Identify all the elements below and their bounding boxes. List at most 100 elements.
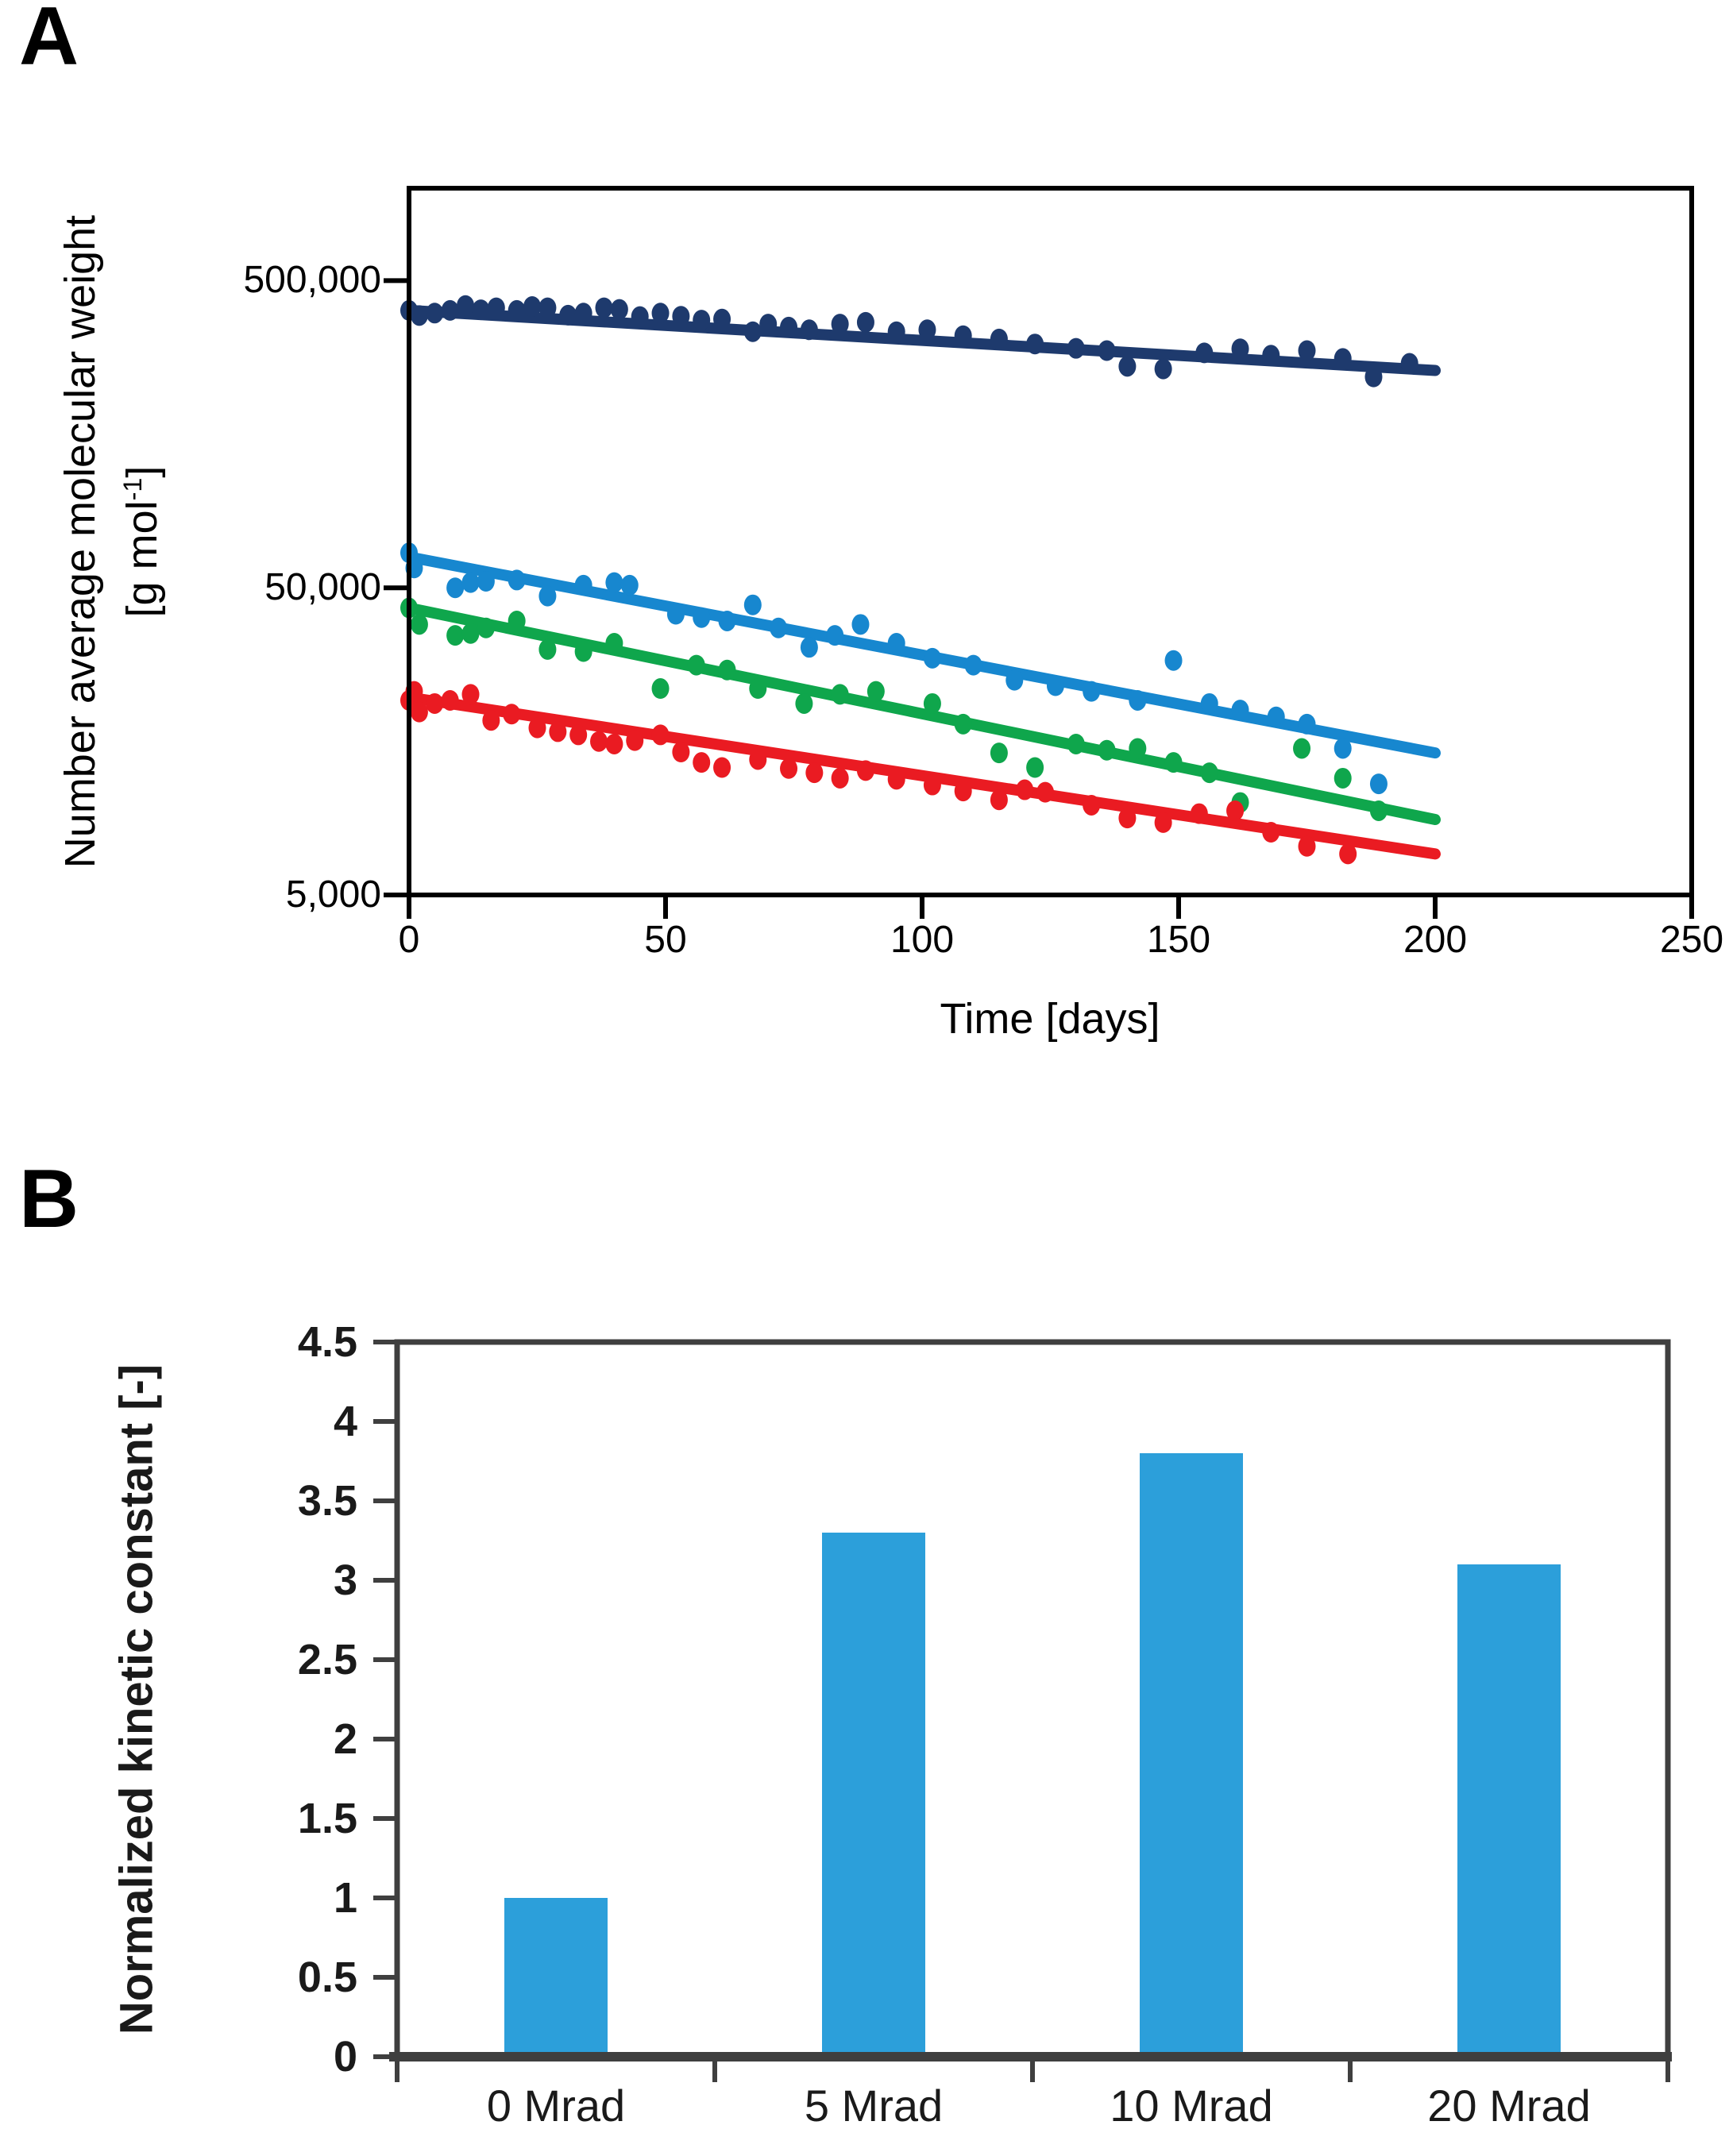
point-red-low-mw xyxy=(503,704,521,725)
point-navy-high-mw xyxy=(457,295,475,316)
point-navy-high-mw xyxy=(523,295,542,317)
panel-b-cat-20mrad: 20 Mrad xyxy=(1427,2081,1591,2131)
point-navy-high-mw xyxy=(610,299,628,320)
point-navy-high-mw xyxy=(1400,353,1418,374)
point-red-low-mw xyxy=(693,752,711,773)
point-blue-mid-mw xyxy=(800,637,818,658)
point-navy-high-mw xyxy=(831,314,849,335)
point-green-mid-mw xyxy=(1334,767,1352,789)
point-green-mid-mw xyxy=(749,678,767,700)
panel-b-ytick-1: 1 xyxy=(333,1874,357,1922)
point-red-low-mw xyxy=(461,684,480,705)
point-navy-high-mw xyxy=(1364,366,1383,388)
point-navy-high-mw xyxy=(1231,338,1249,360)
panel-a-frame xyxy=(407,186,1694,897)
bar-5-mrad xyxy=(822,1533,925,2057)
point-green-mid-mw xyxy=(1293,738,1311,759)
point-blue-mid-mw xyxy=(477,571,495,592)
point-navy-high-mw xyxy=(426,303,444,324)
point-navy-high-mw xyxy=(759,314,778,335)
point-navy-high-mw xyxy=(1262,345,1280,366)
point-blue-mid-mw xyxy=(743,594,762,615)
point-navy-high-mw xyxy=(595,297,613,318)
point-green-mid-mw xyxy=(687,654,705,676)
point-red-low-mw xyxy=(426,692,444,714)
point-navy-high-mw xyxy=(713,308,731,330)
panel-a-ytick-500000: 500,000 xyxy=(243,259,381,301)
point-navy-high-mw xyxy=(631,306,649,327)
point-navy-high-mw xyxy=(410,305,428,326)
point-blue-mid-mw xyxy=(1369,773,1388,795)
point-red-low-mw xyxy=(954,781,972,802)
point-red-low-mw xyxy=(441,689,459,711)
panel-b-cat-0mrad: 0 Mrad xyxy=(486,2081,626,2131)
panel-b-ytick-2p5: 2.5 xyxy=(297,1636,357,1684)
point-red-low-mw xyxy=(672,741,690,762)
point-red-low-mw xyxy=(1154,812,1172,833)
panel-b-cat-10mrad: 10 Mrad xyxy=(1110,2081,1273,2131)
point-red-low-mw xyxy=(1339,843,1357,865)
point-red-low-mw xyxy=(590,731,608,752)
point-blue-mid-mw xyxy=(605,572,623,593)
point-blue-mid-mw xyxy=(666,604,685,625)
point-blue-mid-mw xyxy=(1046,675,1064,696)
point-navy-high-mw xyxy=(918,319,936,341)
point-navy-high-mw xyxy=(472,299,490,321)
point-navy-high-mw xyxy=(1298,340,1316,361)
point-navy-high-mw xyxy=(1026,334,1044,355)
point-navy-high-mw xyxy=(559,304,577,326)
point-red-low-mw xyxy=(1226,800,1245,821)
bar-0-mrad xyxy=(504,1898,608,2057)
point-green-mid-mw xyxy=(477,617,495,638)
panel-a-xtick-150: 150 xyxy=(1146,919,1211,961)
point-navy-high-mw xyxy=(800,319,818,341)
point-green-mid-mw xyxy=(1129,738,1147,759)
point-green-mid-mw xyxy=(990,742,1008,764)
point-navy-high-mw xyxy=(651,303,670,324)
point-navy-high-mw xyxy=(508,299,526,321)
point-blue-mid-mw xyxy=(574,574,592,596)
point-blue-mid-mw xyxy=(538,585,557,607)
point-navy-high-mw xyxy=(887,321,905,342)
point-blue-mid-mw xyxy=(1267,706,1285,727)
point-blue-mid-mw xyxy=(887,633,905,654)
point-blue-mid-mw xyxy=(1298,713,1316,735)
point-red-low-mw xyxy=(805,762,824,784)
point-blue-mid-mw xyxy=(1334,738,1352,759)
point-green-mid-mw xyxy=(954,713,972,735)
point-red-low-mw xyxy=(1262,822,1280,843)
point-navy-high-mw xyxy=(538,297,557,318)
point-red-low-mw xyxy=(1298,835,1316,857)
point-blue-mid-mw xyxy=(1231,700,1249,721)
point-red-low-mw xyxy=(528,717,546,739)
point-navy-high-mw xyxy=(1195,342,1214,364)
point-red-low-mw xyxy=(713,757,731,778)
point-green-mid-mw xyxy=(1200,762,1218,784)
bar-20-mrad xyxy=(1457,1564,1561,2057)
point-red-low-mw xyxy=(923,774,941,796)
panel-a-letter: A xyxy=(19,0,79,83)
point-blue-mid-mw xyxy=(1005,669,1024,691)
panel-b-ytick-4: 4 xyxy=(333,1398,357,1445)
point-green-mid-mw xyxy=(1164,752,1183,773)
point-navy-high-mw xyxy=(954,325,972,346)
panel-b-ytick-2: 2 xyxy=(333,1715,357,1763)
panel-a-xtick-100: 100 xyxy=(890,919,955,961)
point-blue-mid-mw xyxy=(1083,681,1101,702)
panel-b-ytick-1p5: 1.5 xyxy=(297,1795,357,1842)
panel-a-ytick-5000: 5,000 xyxy=(285,874,381,916)
point-green-mid-mw xyxy=(1067,733,1085,754)
panel-a-ytick-50000: 50,000 xyxy=(264,566,381,608)
panel-a-xtick-0: 0 xyxy=(398,919,420,961)
point-green-mid-mw xyxy=(538,638,557,660)
point-navy-high-mw xyxy=(1118,356,1137,377)
point-navy-high-mw xyxy=(780,316,798,337)
point-red-low-mw xyxy=(1190,803,1208,824)
point-blue-mid-mw xyxy=(446,577,465,599)
panel-a-x-axis-title: Time [days] xyxy=(940,995,1160,1043)
point-red-low-mw xyxy=(856,760,874,781)
point-green-mid-mw xyxy=(574,641,592,662)
point-green-mid-mw xyxy=(1369,800,1388,821)
